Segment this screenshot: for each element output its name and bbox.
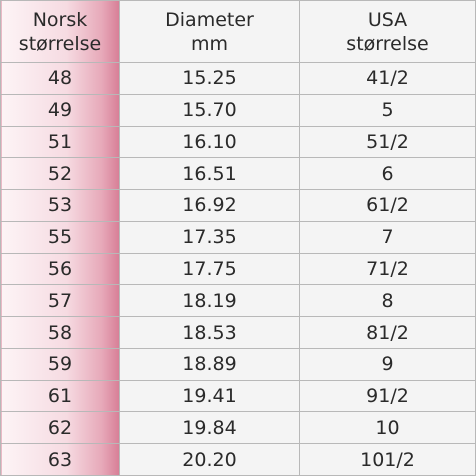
table-cell: 18.19 bbox=[119, 284, 300, 318]
table-row: 56 17.75 71/2 bbox=[0, 252, 476, 286]
table-row: 49 15.70 5 bbox=[0, 93, 476, 127]
table-cell: 101/2 bbox=[299, 443, 476, 476]
table-cell: 51/2 bbox=[299, 125, 476, 159]
table-cell: 6 bbox=[299, 157, 476, 191]
table-cell: 59 bbox=[0, 347, 120, 381]
table-cell: 18.89 bbox=[119, 347, 300, 381]
table-row: 51 16.10 51/2 bbox=[0, 125, 476, 159]
table-cell: 19.41 bbox=[119, 379, 300, 413]
table-row: 53 16.92 61/2 bbox=[0, 189, 476, 222]
table-cell: 5 bbox=[299, 93, 476, 127]
table-head: Norsk størrelse Diameter mm USA størrelse bbox=[0, 0, 476, 63]
table-cell: 9 bbox=[299, 347, 476, 381]
table-cell: 15.25 bbox=[119, 62, 300, 95]
table-cell: 16.10 bbox=[119, 125, 300, 159]
table-row: 63 20.20 101/2 bbox=[0, 443, 476, 476]
table-row: 52 16.51 6 bbox=[0, 157, 476, 191]
table-cell: 63 bbox=[0, 443, 120, 476]
header-text: mm bbox=[190, 32, 229, 55]
table-cell: 17.75 bbox=[119, 252, 300, 286]
table-cell: 61/2 bbox=[299, 189, 476, 222]
header-cell: USA størrelse bbox=[299, 0, 476, 63]
table-cell: 55 bbox=[0, 220, 120, 254]
table-cell: 56 bbox=[0, 252, 120, 286]
header-cell: Diameter mm bbox=[119, 0, 300, 63]
table-cell: 48 bbox=[0, 62, 120, 95]
table-cell: 7 bbox=[299, 220, 476, 254]
table-cell: 49 bbox=[0, 93, 120, 127]
table-row: 55 17.35 7 bbox=[0, 220, 476, 254]
table-cell: 10 bbox=[299, 411, 476, 445]
table-row: 61 19.41 91/2 bbox=[0, 379, 476, 413]
table-body: 48 15.25 41/2 49 15.70 5 51 16.10 51/2 52 16.51 6 53… bbox=[0, 62, 476, 476]
table-cell: 15.70 bbox=[119, 93, 300, 127]
header-text: Diameter bbox=[165, 8, 254, 31]
table-cell: 53 bbox=[0, 189, 120, 222]
table-row: 59 18.89 9 bbox=[0, 347, 476, 381]
table-cell: 18.53 bbox=[119, 316, 300, 349]
table-row: 57 18.19 8 bbox=[0, 284, 476, 318]
header-text: USA bbox=[367, 8, 408, 31]
table-cell: 71/2 bbox=[299, 252, 476, 286]
table-cell: 20.20 bbox=[119, 443, 300, 476]
header-text: størrelse bbox=[346, 32, 429, 55]
header-row: Norsk størrelse Diameter mm USA størrelse bbox=[0, 0, 476, 63]
table-cell: 8 bbox=[299, 284, 476, 318]
table-cell: 51 bbox=[0, 125, 120, 159]
header-cell: Norsk størrelse bbox=[0, 0, 120, 63]
table-cell: 62 bbox=[0, 411, 120, 445]
table-cell: 61 bbox=[0, 379, 120, 413]
table-row: 48 15.25 41/2 bbox=[0, 62, 476, 95]
table-cell: 52 bbox=[0, 157, 120, 191]
table-cell: 16.92 bbox=[119, 189, 300, 222]
table-row: 62 19.84 10 bbox=[0, 411, 476, 445]
table-cell: 91/2 bbox=[299, 379, 476, 413]
table-cell: 57 bbox=[0, 284, 120, 318]
header-text: Norsk bbox=[32, 8, 88, 31]
header-text: størrelse bbox=[18, 32, 102, 55]
table-cell: 41/2 bbox=[299, 62, 476, 95]
table-cell: 81/2 bbox=[299, 316, 476, 349]
table-cell: 19.84 bbox=[119, 411, 300, 445]
table-row: 58 18.53 81/2 bbox=[0, 316, 476, 349]
table-cell: 58 bbox=[0, 316, 120, 349]
table-cell: 17.35 bbox=[119, 220, 300, 254]
table-cell: 16.51 bbox=[119, 157, 300, 191]
